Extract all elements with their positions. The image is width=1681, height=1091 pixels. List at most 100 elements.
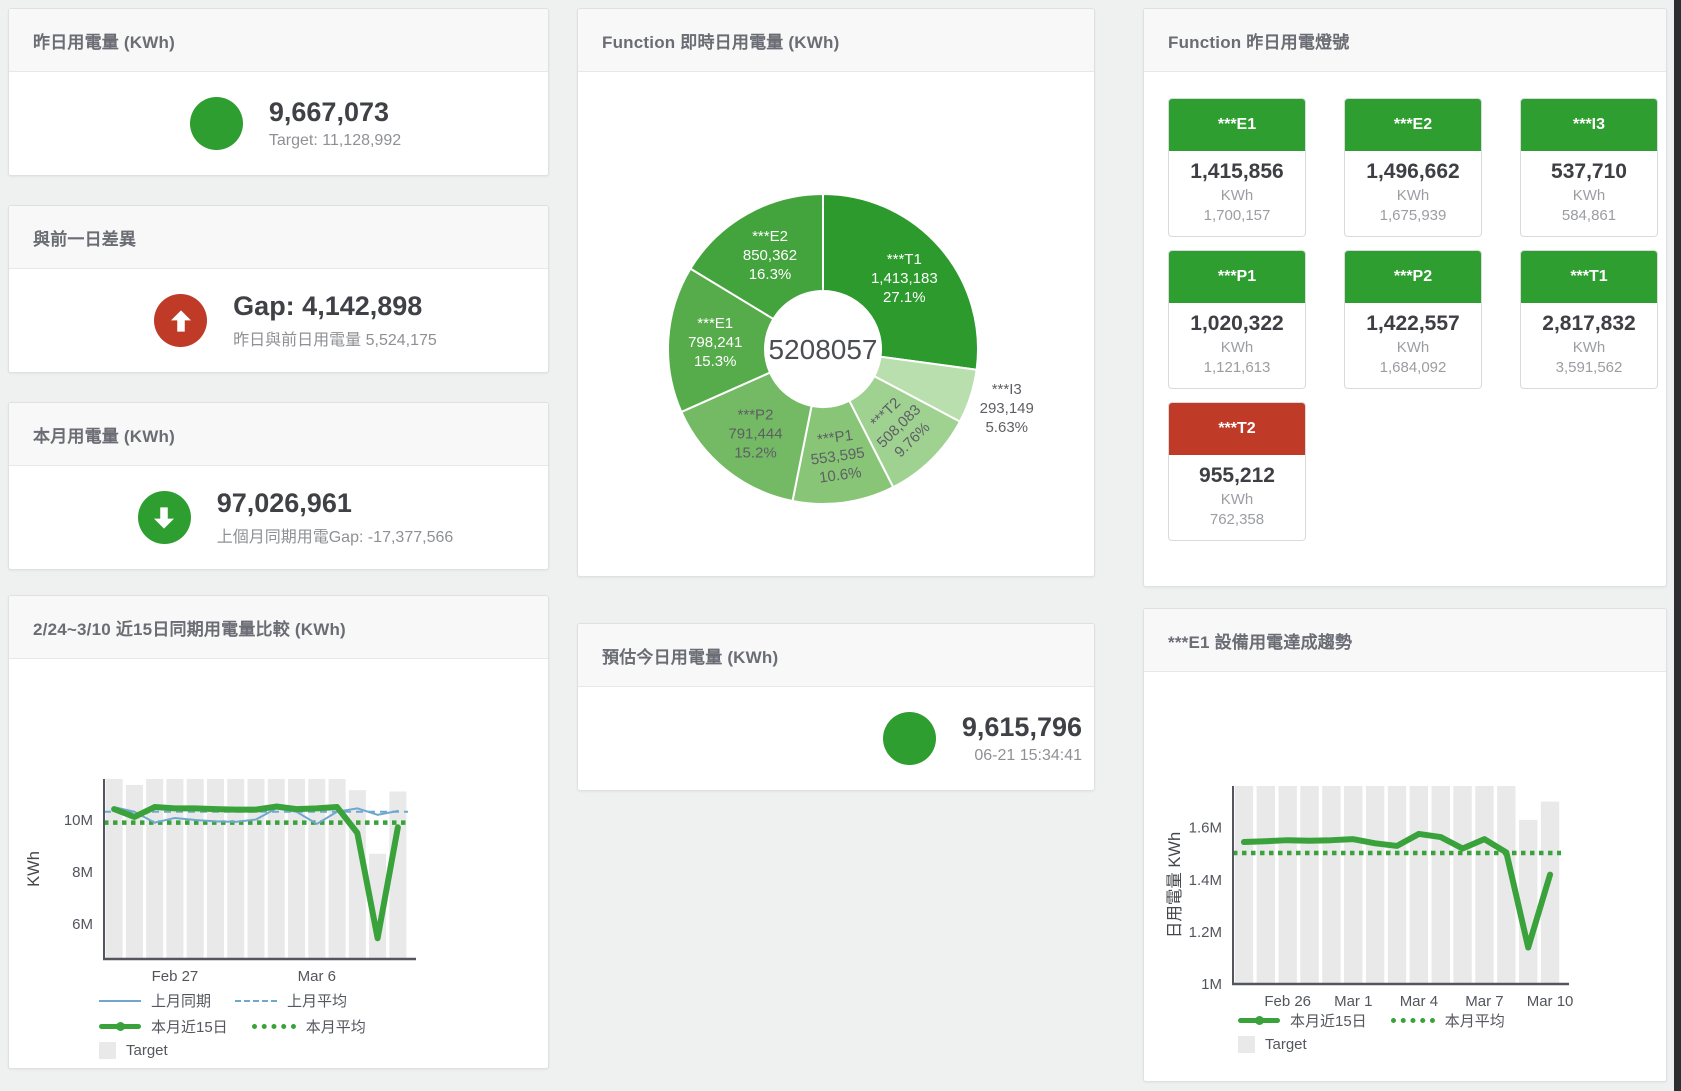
svg-text:10M: 10M [64, 812, 93, 829]
panel-day-gap: 與前一日差異 Gap: 4,142,898 昨日與前日用電量 5,524,175 [8, 205, 549, 373]
tile-unit: KWh [1572, 187, 1606, 204]
target-swatch-icon [99, 1042, 116, 1059]
legend-label: 本月平均 [305, 1019, 366, 1036]
svg-text:日用電量 KWh: 日用電量 KWh [1166, 832, 1184, 938]
stat-value: 97,026,961 [216, 488, 352, 519]
device-tile-e2: ***E2 1,496,662 KWh 1,675,939 [1344, 98, 1482, 237]
device-tile-i3: ***I3 537,710 KWh 584,861 [1520, 98, 1658, 237]
svg-text:1M: 1M [1201, 976, 1222, 993]
legend-label: Target [126, 1042, 168, 1059]
green-line-icon [99, 1022, 141, 1031]
e1-trend-chart: 1M 1.2M 1.4M 1.6M Feb 26 Mar 1 Mar 4 Mar 7 Mar 1… [1166, 786, 1574, 1010]
arrow-up-icon [154, 294, 208, 347]
tile-value: 2,817,832 [1542, 312, 1636, 335]
tile-value: 1,422,557 [1366, 312, 1460, 335]
tile-target: 3,591,562 [1555, 359, 1623, 376]
svg-text:Feb 27: Feb 27 [152, 968, 199, 985]
panel-e1-trend-chart: ***E1 設備用電達成趨勢 1M 1.2M 1.4M 1.6M Feb 26 Mar 1… [1143, 608, 1667, 1082]
panel-header: Function 即時日用電量 (KWh) [578, 9, 1094, 72]
panel-title: Function 即時日用電量 (KWh) [602, 32, 840, 52]
blue-dashed-line-icon [235, 999, 278, 1002]
svg-text:Mar 4: Mar 4 [1400, 993, 1438, 1010]
legend-item-this-month-avg[interactable]: 本月平均 [1390, 1010, 1505, 1031]
device-tile-p1: ***P1 1,020,322 KWh 1,121,613 [1168, 250, 1306, 389]
panel-realtime-donut: Function 即時日用電量 (KWh) ***T1 1,413,183 27.1… [577, 8, 1095, 577]
legend-label: 上月同期 [151, 993, 212, 1010]
tile-status-header: ***T1 [1521, 251, 1657, 303]
tile-status-header: ***I3 [1521, 99, 1657, 151]
stat-row: 97,026,961 上個月同期用電Gap: -17,377,566 [9, 466, 548, 569]
panel-header: Function 昨日用電燈號 [1144, 9, 1666, 72]
compare-legend: 上月同期 上月平均 本月近15日 本月平均 [99, 990, 366, 1059]
panel-header: 預估今日用電量 (KWh) [578, 624, 1094, 687]
legend-label: 本月近15日 [151, 1019, 228, 1036]
legend-item-last-month-series[interactable]: 上月同期 [99, 990, 211, 1011]
svg-text:Mar 6: Mar 6 [298, 968, 336, 985]
tile-unit: KWh [1220, 491, 1254, 508]
legend-item-this-month-series[interactable]: 本月近15日 [99, 1016, 228, 1037]
panel-header: 2/24~3/10 近15日同期用電量比較 (KWh) [9, 596, 548, 659]
device-tile-t2: ***T2 955,212 KWh 762,358 [1168, 402, 1306, 541]
legend-item-target[interactable]: Target [99, 1042, 168, 1059]
panel-month-usage: 本月用電量 (KWh) 97,026,961 上個月同期用電Gap: -17,3… [8, 402, 549, 570]
tile-value: 1,020,322 [1190, 312, 1284, 335]
panel-title: 2/24~3/10 近15日同期用電量比較 (KWh) [33, 619, 346, 639]
stat-row: Gap: 4,142,898 昨日與前日用電量 5,524,175 [9, 269, 548, 372]
tile-status-header: ***P2 [1345, 251, 1481, 303]
stat-timestamp: 06-21 15:34:41 [974, 746, 1082, 764]
tile-target: 762,358 [1209, 511, 1265, 528]
stat-subtitle: 上個月同期用電Gap: -17,377,566 [216, 528, 454, 546]
device-tile-t1: ***T1 2,817,832 KWh 3,591,562 [1520, 250, 1658, 389]
panel-header: 與前一日差異 [9, 206, 548, 269]
status-circle-icon [882, 712, 936, 765]
green-line-icon [1238, 1016, 1280, 1025]
stat-value: 9,667,073 [268, 97, 389, 128]
tile-status-header: ***E1 [1169, 99, 1305, 151]
panel-today-estimate: 預估今日用電量 (KWh) 9,615,796 06-21 15:34:41 [577, 623, 1095, 791]
svg-text:1.6M: 1.6M [1189, 820, 1222, 837]
legend-item-this-month-series[interactable]: 本月近15日 [1238, 1010, 1367, 1031]
stat-row: 9,615,796 06-21 15:34:41 [578, 687, 1094, 790]
panel-compare-chart: 2/24~3/10 近15日同期用電量比較 (KWh) 6M 8M 10M Feb 2… [8, 595, 549, 1069]
stat-subtitle: 昨日與前日用電量 5,524,175 [233, 331, 437, 349]
stat-row: 9,667,073 Target: 11,128,992 [9, 72, 548, 175]
svg-text:KWh: KWh [25, 851, 43, 887]
panel-title: 本月用電量 (KWh) [33, 426, 175, 446]
scrollbar[interactable] [1674, 0, 1681, 1091]
tile-target: 1,675,939 [1379, 207, 1447, 224]
green-dotted-line-icon [1390, 1018, 1435, 1023]
svg-text:5208057: 5208057 [768, 334, 877, 365]
status-circle-icon [189, 97, 243, 150]
svg-text:Mar 7: Mar 7 [1465, 993, 1503, 1010]
tile-target: 1,700,157 [1203, 207, 1271, 224]
legend-item-this-month-avg[interactable]: 本月平均 [251, 1016, 366, 1037]
tile-target: 1,121,613 [1203, 359, 1271, 376]
panel-device-lights: Function 昨日用電燈號 ***E1 1,415,856 KWh 1,70… [1143, 8, 1667, 587]
svg-text:Mar 10: Mar 10 [1527, 993, 1574, 1010]
svg-text:1.2M: 1.2M [1189, 924, 1222, 941]
panel-header: ***E1 設備用電達成趨勢 [1144, 609, 1666, 672]
tile-target: 1,684,092 [1379, 359, 1447, 376]
svg-text:Mar 1: Mar 1 [1334, 993, 1372, 1010]
tile-unit: KWh [1220, 187, 1254, 204]
legend-label: 本月近15日 [1290, 1013, 1367, 1030]
legend-item-target[interactable]: Target [1238, 1036, 1307, 1053]
blue-line-icon [99, 999, 141, 1002]
svg-text:***P1553,59510.6%: ***P1553,59510.6% [807, 426, 868, 488]
tile-status-header: ***T2 [1169, 403, 1305, 455]
stat-value: 9,615,796 [961, 712, 1082, 743]
tile-unit: KWh [1396, 187, 1430, 204]
tile-value: 1,496,662 [1366, 160, 1460, 183]
device-tile-grid: ***E1 1,415,856 KWh 1,700,157 ***E2 1,49… [1144, 72, 1666, 541]
legend-label: Target [1265, 1036, 1307, 1053]
legend-item-last-month-avg[interactable]: 上月平均 [235, 990, 347, 1011]
tile-unit: KWh [1220, 339, 1254, 356]
green-dotted-line-icon [251, 1024, 296, 1029]
compare-chart: 6M 8M 10M Feb 27 Mar 6 KWh [25, 779, 416, 985]
tile-unit: KWh [1396, 339, 1430, 356]
tile-status-header: ***P1 [1169, 251, 1305, 303]
panel-yesterday-usage: 昨日用電量 (KWh) 9,667,073 Target: 11,128,992 [8, 8, 549, 176]
